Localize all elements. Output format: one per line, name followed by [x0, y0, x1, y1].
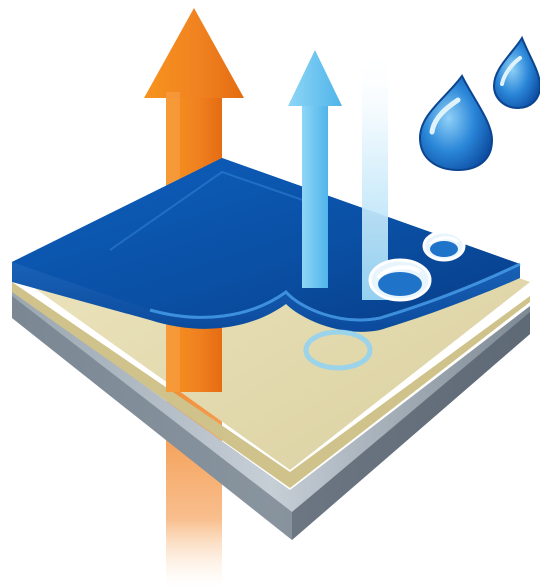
air-flow-arrow-icon [288, 50, 342, 288]
droplet-ring [303, 329, 373, 371]
water-drop-icon [418, 35, 540, 172]
light-beam-icon [362, 50, 388, 300]
water-bead-icon [368, 230, 466, 302]
base-layer [12, 290, 530, 540]
